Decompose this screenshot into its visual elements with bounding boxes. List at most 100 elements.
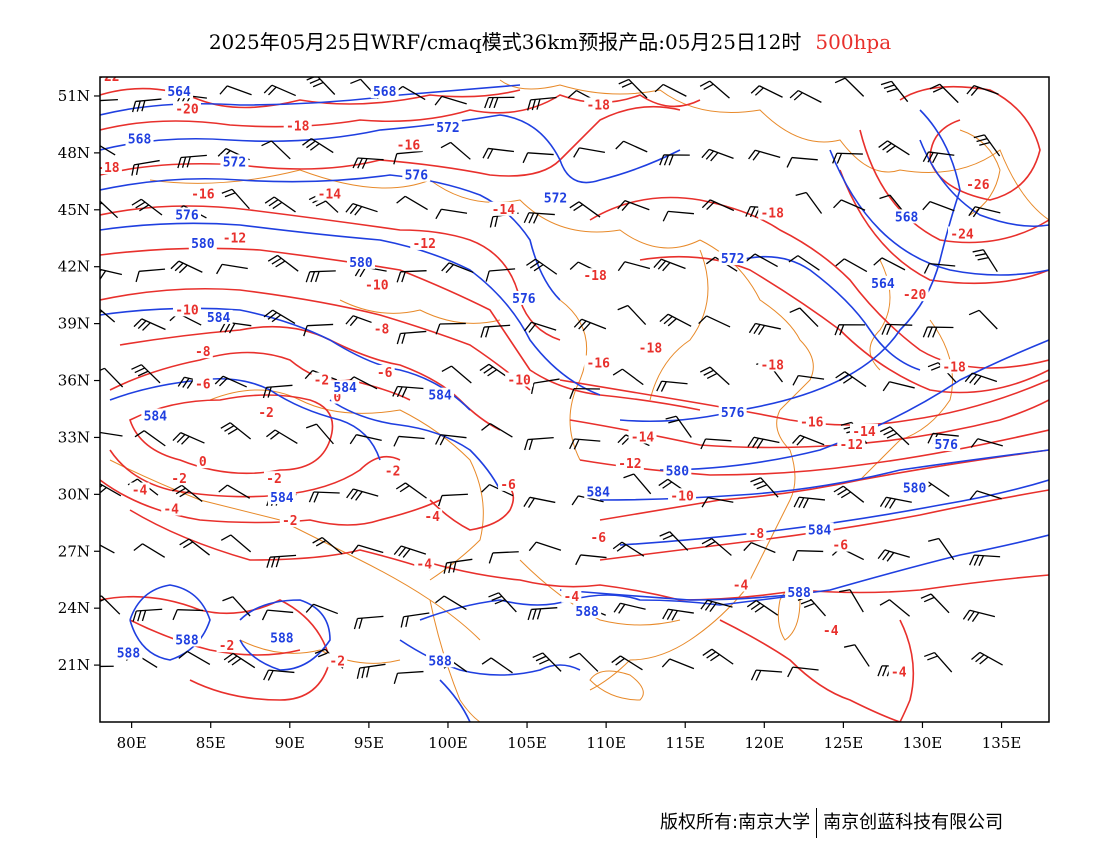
lat-tick-label: 42N <box>58 258 90 276</box>
lat-tick-label: 33N <box>58 428 90 446</box>
wind-barb <box>928 537 955 561</box>
wind-barb <box>264 196 296 213</box>
wind-barb <box>263 669 295 681</box>
wind-barb <box>882 381 915 392</box>
temperature-label-bg <box>837 437 866 452</box>
wind-barb <box>131 159 160 176</box>
wind-barb <box>303 323 334 337</box>
temperature-label: -10 <box>175 303 199 318</box>
wind-barb <box>435 322 466 335</box>
wind-barb <box>834 324 865 336</box>
wind-barb <box>214 375 247 388</box>
lat-tick-label: 39N <box>58 315 90 333</box>
wind-barb <box>179 538 210 556</box>
wind-barb <box>481 657 513 674</box>
wind-barb <box>880 80 909 103</box>
temperature-label: -8 <box>374 322 390 337</box>
temperature-label: -18 <box>760 207 784 222</box>
wind-barb <box>308 491 340 503</box>
wind-barb <box>653 258 686 272</box>
wind-barb <box>488 592 517 613</box>
temperature-label: -18 <box>942 360 966 375</box>
temperature-label-bg <box>498 476 519 491</box>
height-label: 572 <box>436 121 459 136</box>
temperature-isotherms <box>100 85 1049 722</box>
height-label-bg <box>188 235 217 250</box>
wind-barb <box>131 364 161 384</box>
wind-barb <box>178 650 211 666</box>
wind-barb <box>623 473 652 495</box>
wind-barb <box>573 318 607 332</box>
wind-barb <box>792 374 825 386</box>
temperature-label-bg <box>561 588 582 603</box>
temperature-label: -16 <box>397 138 421 153</box>
wind-barb <box>482 147 515 160</box>
wind-barb <box>100 595 121 615</box>
wind-barb <box>612 541 645 557</box>
temperature-label: -4 <box>163 503 179 518</box>
temperature-label-bg <box>505 372 534 387</box>
wind-barb <box>920 593 950 614</box>
wind-barb <box>437 493 468 507</box>
temperature-label-bg <box>216 638 237 653</box>
height-label-bg <box>900 480 929 495</box>
wind-barb <box>788 255 820 271</box>
temperature-label-bg <box>888 664 909 679</box>
wind-barb <box>261 609 294 621</box>
lat-tick-label: 24N <box>58 599 90 617</box>
wind-barb <box>969 554 1001 566</box>
wind-barb <box>618 78 648 99</box>
lat-tick-label: 48N <box>58 144 90 162</box>
temperature-label: -18 <box>760 358 784 373</box>
wind-barb <box>172 432 205 445</box>
wind-barb <box>617 261 651 272</box>
wind-barb <box>216 263 248 275</box>
height-label-bg <box>370 84 399 99</box>
wind-barb <box>435 595 467 611</box>
height-label: 588 <box>787 586 811 601</box>
wind-barb <box>435 434 467 446</box>
height-label: 588 <box>270 632 294 647</box>
temperature-label-bg <box>636 340 665 355</box>
height-label-bg <box>426 653 455 668</box>
temperature-label: -18 <box>639 341 663 356</box>
temperature-label-bg <box>615 456 644 470</box>
height-label: 580 <box>191 237 215 252</box>
height-label-bg <box>541 190 570 205</box>
temperature-label: -18 <box>286 119 310 134</box>
wind-barb <box>172 484 203 502</box>
temperature-label: -2 <box>385 465 401 480</box>
wind-barb <box>923 262 956 274</box>
wind-barb <box>700 599 733 612</box>
temperature-label-bg <box>830 537 851 552</box>
height-label: 576 <box>405 169 429 184</box>
temperature-label-bg <box>192 376 213 391</box>
wind-barb <box>968 206 1001 218</box>
height-label-bg <box>172 207 201 222</box>
wind-barb <box>523 212 555 224</box>
wind-barb <box>441 365 472 384</box>
wind-barb <box>131 98 162 113</box>
height-label-bg <box>267 490 296 505</box>
wind-barb <box>306 77 336 95</box>
temperature-label-bg <box>797 414 826 429</box>
wind-barb <box>527 607 558 621</box>
wind-barb <box>748 149 781 161</box>
temperature-label: -4 <box>132 484 148 499</box>
height-label-bg <box>718 251 747 266</box>
temperature-label-bg <box>188 186 217 201</box>
height-label-bg <box>718 404 747 419</box>
lon-tick-label: 105E <box>507 734 547 752</box>
wind-barb <box>746 600 779 616</box>
wind-barb <box>701 537 732 556</box>
lat-tick-label: 45N <box>58 201 90 219</box>
wind-barb <box>262 384 293 399</box>
temperature-label-bg <box>220 230 249 245</box>
temperature-label: -14 <box>492 203 516 218</box>
height-label-bg <box>785 585 814 599</box>
wind-barb <box>569 438 601 450</box>
temperature-label: -18 <box>583 269 607 284</box>
wind-barb <box>700 438 732 450</box>
wind-barb <box>617 304 647 325</box>
height-label: 580 <box>903 482 927 497</box>
